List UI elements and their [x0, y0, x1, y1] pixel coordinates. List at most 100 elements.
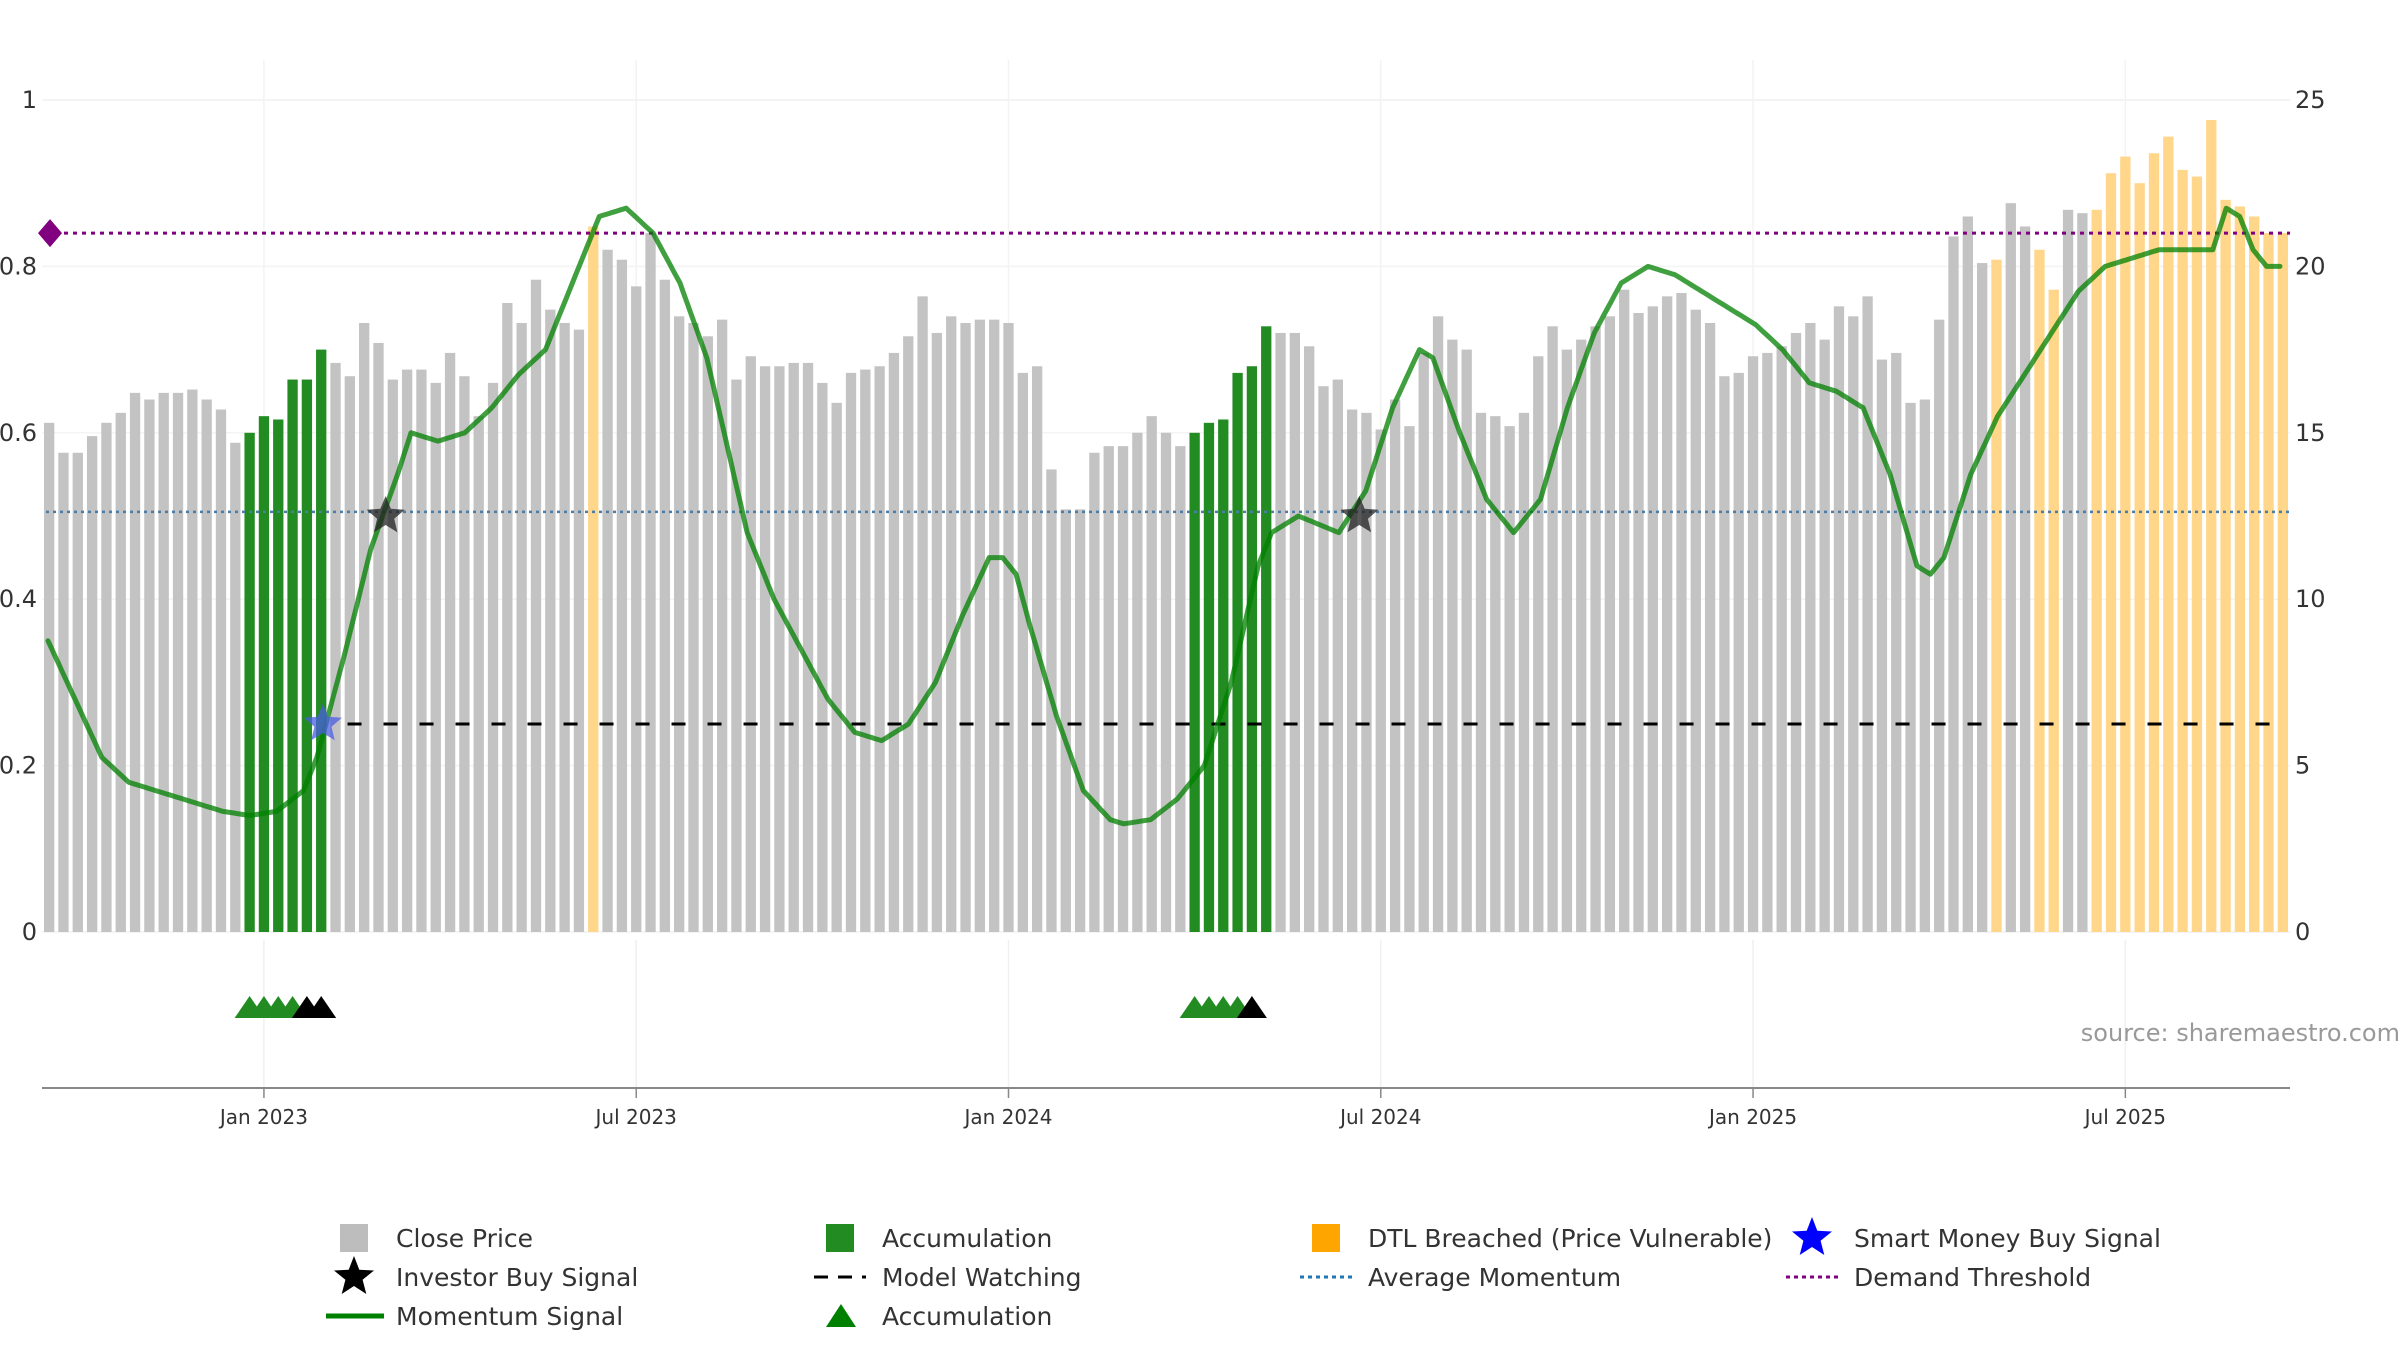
legend-label: Close Price	[396, 1224, 533, 1253]
close-price-bar	[1447, 339, 1458, 933]
legend-item: Accumulation	[826, 1224, 1052, 1253]
close-price-bar	[1146, 416, 1157, 932]
close-price-bar	[86, 436, 98, 932]
accumulation-bar	[1218, 419, 1229, 932]
close-price-bar	[1561, 349, 1573, 933]
dtl-breached-bar	[2263, 233, 2274, 932]
close-price-bar	[1490, 416, 1501, 932]
close-price-bar	[1003, 322, 1014, 932]
legend-item: Accumulation	[826, 1302, 1052, 1331]
close-price-bar	[129, 392, 141, 932]
accumulation-bar	[1246, 366, 1258, 932]
close-price-bar	[1976, 263, 1988, 932]
smart-money-buy-star	[303, 704, 342, 741]
source-label: source: sharemaestro.com	[2081, 1019, 2400, 1047]
close-price-bar	[1719, 376, 1730, 932]
close-price-bar	[1848, 316, 1859, 932]
close-price-bar	[459, 376, 470, 932]
close-price-bar	[473, 416, 484, 932]
close-price-bar	[1304, 346, 1315, 933]
close-price-bar	[101, 422, 112, 932]
close-price-bar	[430, 382, 441, 932]
close-price-bar	[1389, 399, 1401, 932]
close-price-bar	[359, 322, 370, 932]
dtl-breached-bar	[2191, 176, 2203, 932]
accumulation-bar	[1261, 326, 1272, 933]
close-price-bar	[1332, 379, 1343, 932]
dtl-breached-bar	[2148, 153, 2160, 933]
legend: Close Price Accumulation DTL Breached (Pri…	[326, 1217, 2161, 1331]
accumulation-bar	[1203, 422, 1215, 932]
dtl-breached-bar	[2134, 183, 2145, 932]
right-tick-label: 0	[2295, 918, 2310, 946]
left-tick-label: 0.4	[0, 585, 37, 613]
dtl-breached-bar	[2120, 156, 2131, 933]
dtl-breached-bar	[2091, 209, 2102, 933]
close-price-bar	[502, 303, 513, 932]
close-price-bar	[516, 322, 527, 932]
close-price-bar	[817, 382, 828, 932]
close-price-bar	[158, 392, 169, 932]
legend-item: Momentum Signal	[326, 1302, 623, 1331]
dtl-breached-bar	[2034, 249, 2045, 932]
close-price-bar	[631, 286, 642, 932]
close-price-bar	[1833, 306, 1845, 932]
close-price-bar	[1089, 452, 1100, 932]
right-tick-label: 5	[2295, 752, 2310, 780]
close-price-bar	[1876, 359, 1888, 933]
accumulation-bar	[287, 379, 298, 932]
close-price-bar	[1404, 426, 1415, 932]
close-price-bar	[1289, 332, 1301, 933]
close-price-bar	[1074, 509, 1086, 932]
close-price-bar	[1533, 356, 1544, 933]
close-price-bar	[1576, 339, 1587, 933]
close-price-bar	[230, 442, 241, 932]
close-price-bar	[1604, 316, 1616, 932]
close-price-bar	[602, 249, 613, 932]
close-price-bar	[1661, 296, 1673, 932]
close-price-bar	[1175, 446, 1186, 932]
close-price-bar	[1948, 236, 1959, 932]
dtl-breached-bar	[2220, 199, 2231, 933]
close-price-bar	[774, 366, 785, 932]
x-tick-label: Jan 2023	[218, 1105, 308, 1129]
legend-item: Smart Money Buy Signal	[1792, 1217, 2161, 1255]
close-price-bar	[144, 399, 155, 932]
legend-star-icon	[334, 1256, 374, 1294]
accumulation-bar	[301, 379, 313, 932]
legend-swatch-square	[340, 1224, 368, 1252]
close-price-bar	[1017, 372, 1028, 932]
x-tick-label: Jul 2023	[594, 1105, 677, 1129]
close-price-bar	[444, 352, 456, 933]
right-tick-label: 15	[2295, 419, 2326, 447]
legend-item: Demand Threshold	[1786, 1263, 2091, 1292]
close-price-bar	[1862, 296, 1873, 932]
close-price-bar	[888, 352, 900, 933]
close-price-bar	[1805, 322, 1816, 932]
close-price-bar	[1318, 386, 1329, 932]
reference-lines	[38, 219, 2290, 726]
close-price-bar	[874, 366, 885, 932]
close-price-bar	[2005, 203, 2016, 933]
dtl-breached-bar	[2177, 169, 2188, 932]
x-tick-label: Jan 2025	[1707, 1105, 1797, 1129]
investor-buy-star	[1340, 496, 1379, 533]
x-tick-label: Jul 2024	[1338, 1105, 1421, 1129]
right-tick-label: 10	[2295, 585, 2326, 613]
close-price-bar	[1275, 332, 1286, 933]
x-tick-label: Jan 2024	[962, 1105, 1052, 1129]
legend-star-icon	[1792, 1217, 1832, 1255]
close-price-bar	[702, 336, 713, 933]
close-price-bar	[1375, 429, 1386, 932]
close-price-bar	[931, 332, 943, 933]
dtl-breached-bar	[2105, 173, 2117, 932]
close-price-bar	[731, 379, 742, 932]
close-price-bar	[2019, 226, 2031, 933]
close-price-bar	[1432, 316, 1444, 932]
close-price-bar	[659, 279, 671, 932]
close-price-bar	[187, 389, 198, 932]
dtl-breached-bar	[2048, 289, 2059, 932]
close-price-bar	[1060, 509, 1071, 932]
